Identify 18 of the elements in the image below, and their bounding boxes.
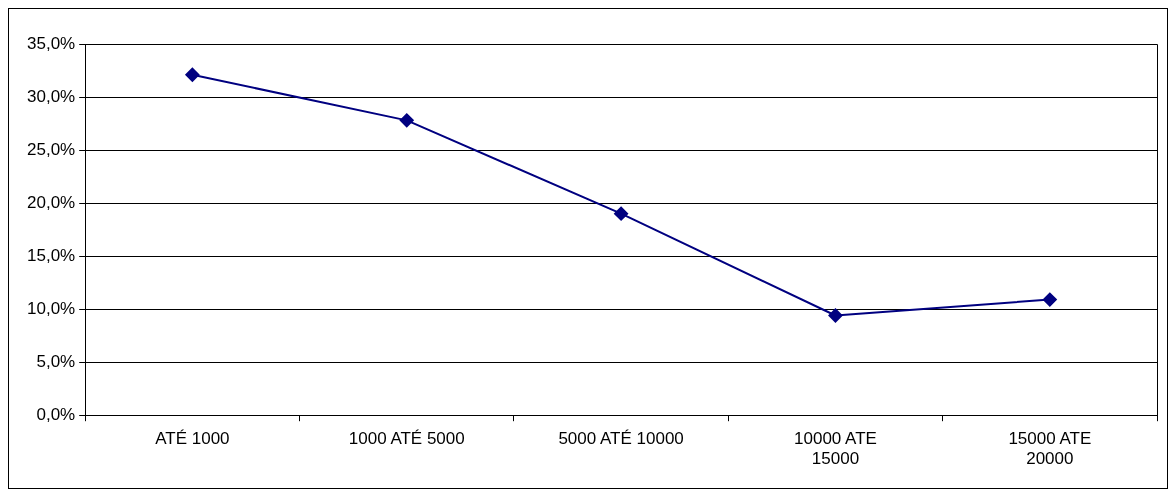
y-tick-label: 15,0% (27, 245, 76, 265)
y-tick-label: 30,0% (27, 86, 76, 106)
x-tick-label: 5000 ATÉ 10000 (558, 429, 684, 449)
point (1042, 292, 1057, 307)
point (185, 67, 200, 82)
y-tick-label: 0,0% (36, 404, 76, 424)
y-tick-label: 20,0% (27, 192, 76, 212)
point (399, 113, 414, 128)
y-tick-label: 5,0% (36, 351, 76, 371)
x-tick-label: 10000 ATE 15000 (794, 429, 877, 469)
y-tick-label: 10,0% (27, 298, 76, 318)
point (614, 206, 629, 221)
y-tick-label: 25,0% (27, 139, 76, 159)
y-tick-label: 35,0% (27, 33, 76, 53)
point (828, 308, 843, 323)
x-tick-label: 15000 ATE 20000 (1008, 429, 1092, 469)
x-tick-label: 1000 ATÉ 5000 (348, 429, 465, 449)
x-tick-label: ATÉ 1000 (155, 429, 230, 449)
